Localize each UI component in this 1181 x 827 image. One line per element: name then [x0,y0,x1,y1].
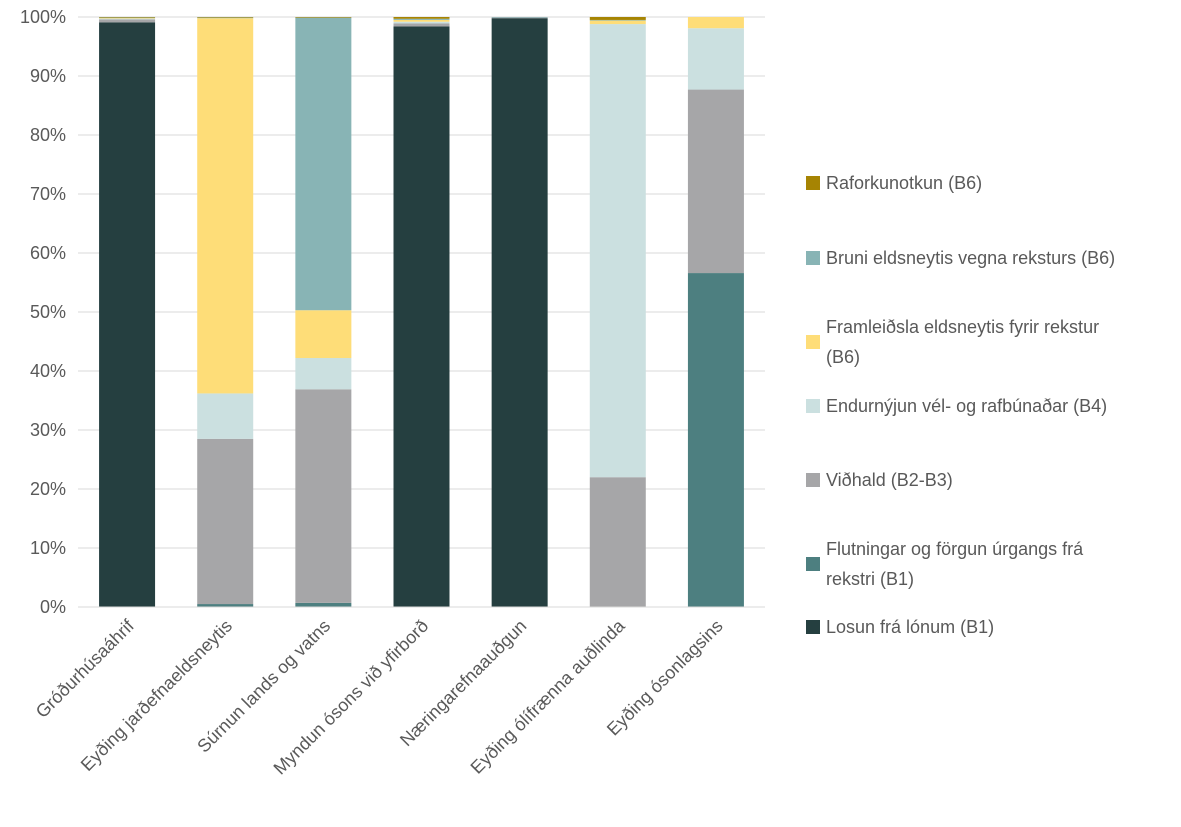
bar-segment [687,89,744,274]
bar-segment [295,602,352,607]
y-tick-label: 80% [30,125,66,145]
legend-label: Endurnýjun vél- og rafbúnaðar (B4) [826,396,1107,416]
bar-segment [589,20,646,25]
bars [99,17,744,608]
bar-stack [491,17,548,608]
bar-segment [197,18,254,394]
y-tick-label: 60% [30,243,66,263]
legend-label: Bruni eldsneytis vegna reksturs (B6) [826,248,1115,268]
legend-item: Raforkunotkun (B6) [806,173,982,193]
bar-segment [197,604,254,607]
bar-segment [687,273,744,607]
bar-segment [589,19,646,21]
bar-segment [295,389,352,603]
bar-segment [295,17,352,18]
bar-stack [687,17,744,607]
y-tick-label: 50% [30,302,66,322]
bar-segment [99,19,156,23]
y-tick-label: 100% [20,7,66,27]
bar-segment [393,21,450,24]
legend-label: Losun frá lónum (B1) [826,617,994,637]
bar-segment [295,358,352,390]
bar-segment [687,17,744,29]
bar-segment [491,17,548,19]
bar-segment [197,17,254,18]
bar-segment [99,17,156,18]
legend-swatch [806,399,820,413]
bar-segment [393,23,450,27]
legend-label: Flutningar og förgun úrgangs frá rekstri … [826,539,1084,589]
bar-segment [589,477,646,607]
y-tick-label: 40% [30,361,66,381]
bar-segment [687,28,744,90]
x-category-label: Eyðing ólífrænna auðlinda [467,615,630,778]
y-tick-label: 90% [30,66,66,86]
legend-label: Viðhald (B2-B3) [826,470,953,490]
bar-segment [393,18,450,20]
bar-segment [197,438,254,605]
bar-segment [99,18,156,20]
legend-item: Endurnýjun vél- og rafbúnaðar (B4) [806,396,1107,416]
bar-stack [295,17,352,607]
y-axis-ticks: 0% 10% 20% 30% 40% 50% 60% 70% 80% 90% 100% [20,7,66,617]
y-tick-label: 70% [30,184,66,204]
y-tick-label: 20% [30,479,66,499]
bar-segment [295,17,352,311]
legend-swatch [806,620,820,634]
bar-segment [589,17,646,20]
legend-item: Framleiðsla eldsneytis fyrir rekstur (B6) [806,317,1099,367]
bar-stack [589,17,646,607]
bar-segment [295,310,352,359]
legend-swatch [806,473,820,487]
bar-stack [99,17,156,608]
bar-segment [589,24,646,478]
x-category-label: Gróðurhúsaáhrif [32,615,139,722]
y-tick-label: 30% [30,420,66,440]
bar-segment [491,17,548,18]
bar-segment [99,17,156,19]
legend-swatch [806,557,820,571]
legend-label: Raforkunotkun (B6) [826,173,982,193]
legend-swatch [806,251,820,265]
bar-stack [197,17,254,607]
legend-swatch [806,335,820,349]
bar-segment [393,26,450,607]
y-tick-label: 0% [40,597,66,617]
legend-item: Bruni eldsneytis vegna reksturs (B6) [806,248,1115,268]
legend-item: Viðhald (B2-B3) [806,470,953,490]
legend-label: Framleiðsla eldsneytis fyrir rekstur (B6) [826,317,1099,367]
bar-segment [99,18,156,19]
legend-swatch [806,176,820,190]
bar-segment [393,19,450,22]
legend-item: Losun frá lónum (B1) [806,617,994,637]
bar-segment [491,18,548,608]
bar-segment [393,17,450,19]
bar-segment [99,22,156,608]
y-tick-label: 10% [30,538,66,558]
bar-stack [393,17,450,607]
legend: Raforkunotkun (B6) Bruni eldsneytis vegna… [806,173,1115,637]
bar-segment [197,17,254,19]
legend-item: Flutningar og förgun úrgangs frá rekstri … [806,539,1084,589]
x-category-label: Myndun ósons við yfirborð [270,616,433,779]
bar-segment [197,393,254,439]
